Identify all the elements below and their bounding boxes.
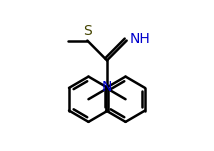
Text: N: N [102,80,112,94]
Text: NH: NH [129,32,150,47]
Text: S: S [83,24,92,38]
